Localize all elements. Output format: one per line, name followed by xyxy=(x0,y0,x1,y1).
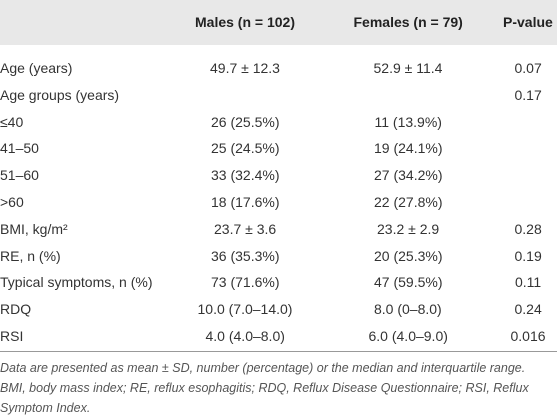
data-cell: 0.07 xyxy=(514,60,542,76)
data-cell: 22 (27.8%) xyxy=(374,194,443,210)
data-cell: 36 (35.3%) xyxy=(211,247,280,264)
data-cell: 25 (24.5%) xyxy=(211,140,280,157)
footnote: Data are presented as mean ± SD, number … xyxy=(0,361,529,415)
row-label: RE, n (%) xyxy=(0,247,61,264)
data-cell: 23.2 ± 2.9 xyxy=(377,220,440,237)
row-label: Age groups (years) xyxy=(0,86,120,103)
row-label: >60 xyxy=(0,194,24,210)
data-cell: 4.0 (4.0–8.0) xyxy=(205,328,285,344)
data-cell: 19 (24.1%) xyxy=(374,140,443,157)
header-cell: Males (n = 102) xyxy=(195,14,295,30)
bottom-rule xyxy=(0,351,557,352)
data-cell: 47 (59.5%) xyxy=(374,274,443,291)
data-cell: 33 (32.4%) xyxy=(211,167,280,184)
data-cell: 26 (25.5%) xyxy=(211,113,280,130)
data-cell: 0.11 xyxy=(515,274,542,291)
data-cell: 20 (25.3%) xyxy=(374,247,443,264)
row-label: RSI xyxy=(0,328,24,344)
row-label: Typical symptoms, n (%) xyxy=(0,274,153,291)
data-cell: 27 (34.2%) xyxy=(374,167,443,184)
data-cell: 0.28 xyxy=(514,220,542,237)
data-cell: 0.24 xyxy=(514,301,542,318)
data-cell: 0.17 xyxy=(514,86,542,103)
data-cell: 11 (13.9%) xyxy=(374,113,442,130)
header-cell: P-value xyxy=(503,14,553,30)
data-cell: 73 (71.6%) xyxy=(211,274,280,291)
row-label: Age (years) xyxy=(0,60,73,76)
row-label: 41–50 xyxy=(0,140,39,157)
header-cell: Females (n = 79) xyxy=(353,14,463,30)
row-label: BMI, kg/m² xyxy=(0,220,68,237)
header-band xyxy=(0,0,557,45)
data-cell: 49.7 ± 12.3 xyxy=(210,60,280,76)
row-label: ≤40 xyxy=(0,113,24,130)
data-cell: 8.0 (0–8.0) xyxy=(374,301,442,318)
data-cell: 0.016 xyxy=(510,328,546,344)
data-cell: 6.0 (4.0–9.0) xyxy=(368,328,448,344)
data-cell: 10.0 (7.0–14.0) xyxy=(197,301,293,318)
data-cell: 18 (17.6%) xyxy=(211,194,280,210)
data-cell: 23.7 ± 3.6 xyxy=(214,220,277,237)
data-cell: 0.19 xyxy=(514,247,542,264)
row-label: RDQ xyxy=(0,301,32,318)
data-cell: 52.9 ± 11.4 xyxy=(373,60,443,76)
row-label: 51–60 xyxy=(0,167,39,184)
